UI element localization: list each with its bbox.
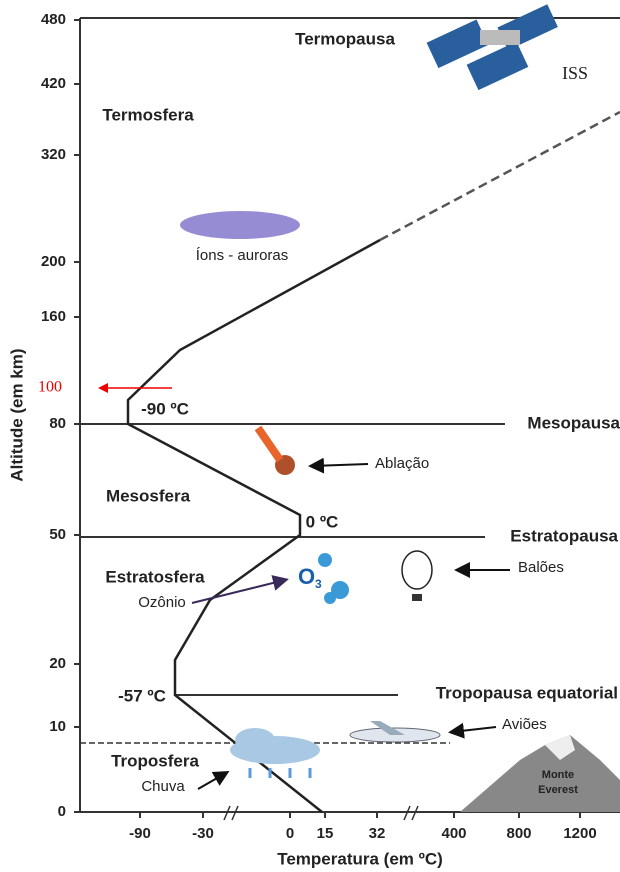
x-axis-label: Temperatura (em ºC)	[277, 849, 443, 868]
y-tick-label: 320	[41, 146, 66, 163]
plane-icon	[349, 721, 441, 743]
profile-extrapolated	[379, 110, 620, 242]
label: Tropopausa equatorial	[436, 683, 618, 702]
y-tick-label: 80	[49, 415, 66, 432]
ozone-subscript: 3	[315, 577, 322, 591]
labels: Termopausa ISS Termosfera Íons - auroras…	[102, 29, 620, 795]
label: -57 ºC	[118, 686, 166, 705]
mountain-icon	[460, 735, 620, 812]
label: Aviões	[502, 716, 547, 733]
y-tick-label: 480	[41, 11, 66, 28]
label: 0 ºC	[306, 512, 339, 531]
y-tick-label: 50	[49, 526, 66, 543]
label: Estratosfera	[105, 567, 205, 586]
annotation-value: 100	[38, 379, 62, 396]
axis-break	[223, 805, 419, 821]
ozone-icon	[318, 553, 349, 604]
y-axis-label: Altitude (em km)	[7, 348, 26, 481]
label: Troposfera	[111, 751, 199, 770]
iss-icon	[426, 4, 558, 91]
x-tick-label: 400	[441, 825, 466, 842]
x-tick-label: 800	[506, 825, 531, 842]
label: ISS	[562, 63, 588, 83]
cloud-icon	[230, 728, 320, 778]
aurora-icon	[180, 211, 300, 239]
y-tick-label: 160	[41, 308, 66, 325]
y-tick-label: 200	[41, 253, 66, 270]
label: -90 ºC	[141, 399, 189, 418]
x-tick-label: -90	[129, 825, 151, 842]
label: Everest	[538, 784, 578, 796]
label: Íons - auroras	[196, 247, 289, 264]
label: Termopausa	[295, 29, 395, 48]
x-tick-label: 32	[369, 825, 386, 842]
x-tick-label: 0	[286, 825, 294, 842]
x-tick-label: -30	[192, 825, 214, 842]
label: Estratopausa	[510, 526, 618, 545]
ozone-formula: O	[298, 564, 315, 589]
y-tick-label: 0	[58, 803, 66, 820]
y-tick-label: 20	[49, 655, 66, 672]
label: Mesosfera	[106, 486, 191, 505]
y-tick-label: 10	[49, 718, 66, 735]
x-tick-label: 15	[317, 825, 334, 842]
temperature-profile	[126, 238, 381, 813]
label: Chuva	[141, 778, 185, 795]
label: Termosfera	[102, 105, 194, 124]
label: Balões	[518, 559, 564, 576]
label: Monte	[542, 769, 574, 781]
label: Ablação	[375, 455, 429, 472]
label: Mesopausa	[527, 413, 620, 432]
balloon-icon	[401, 550, 433, 601]
annotation-arrowhead	[98, 383, 108, 393]
meteor-trail	[254, 425, 284, 463]
x-tick-label: 1200	[563, 825, 596, 842]
y-tick-label: 420	[41, 75, 66, 92]
mountain-snow	[545, 735, 575, 760]
label: Ozônio	[138, 594, 186, 611]
pointer-arrows	[191, 457, 510, 790]
